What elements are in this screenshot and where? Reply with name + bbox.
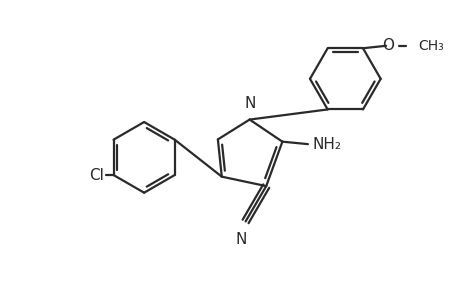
Text: O: O bbox=[382, 38, 394, 53]
Text: CH₃: CH₃ bbox=[417, 39, 443, 53]
Text: Cl: Cl bbox=[89, 167, 103, 182]
Text: NH₂: NH₂ bbox=[312, 136, 341, 152]
Text: N: N bbox=[244, 96, 255, 111]
Text: N: N bbox=[235, 232, 247, 247]
